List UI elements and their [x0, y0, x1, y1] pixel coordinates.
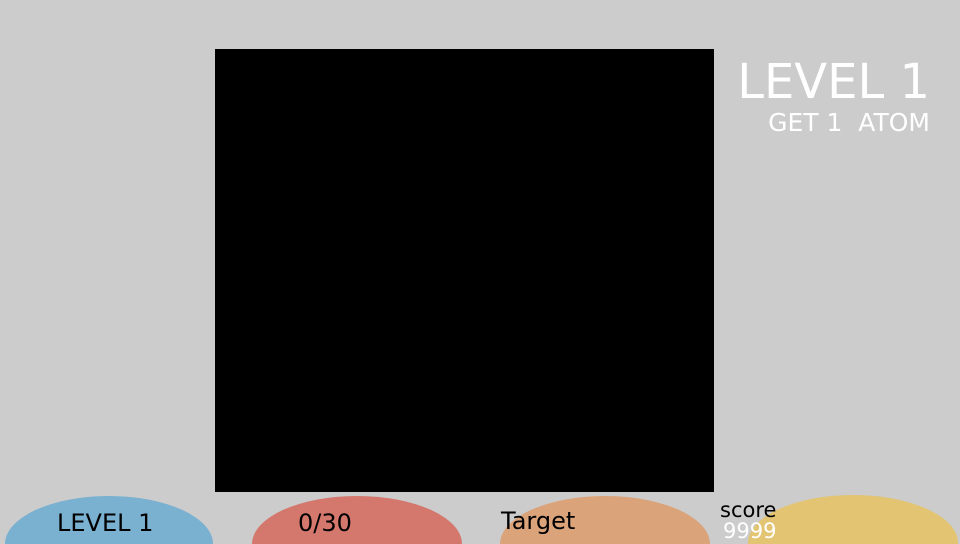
score-label: score	[720, 498, 777, 522]
score-badge	[748, 495, 958, 544]
moves-badge	[252, 496, 462, 544]
level-goal-text: GET 1 ATOM	[768, 108, 930, 137]
level-indicator: LEVEL 1	[57, 509, 154, 537]
moves-counter: 0/30	[298, 509, 352, 537]
score-value: 9999	[723, 519, 777, 543]
target-label: Target	[501, 507, 576, 535]
game-board[interactable]	[215, 49, 714, 492]
level-title: LEVEL 1	[737, 54, 930, 110]
